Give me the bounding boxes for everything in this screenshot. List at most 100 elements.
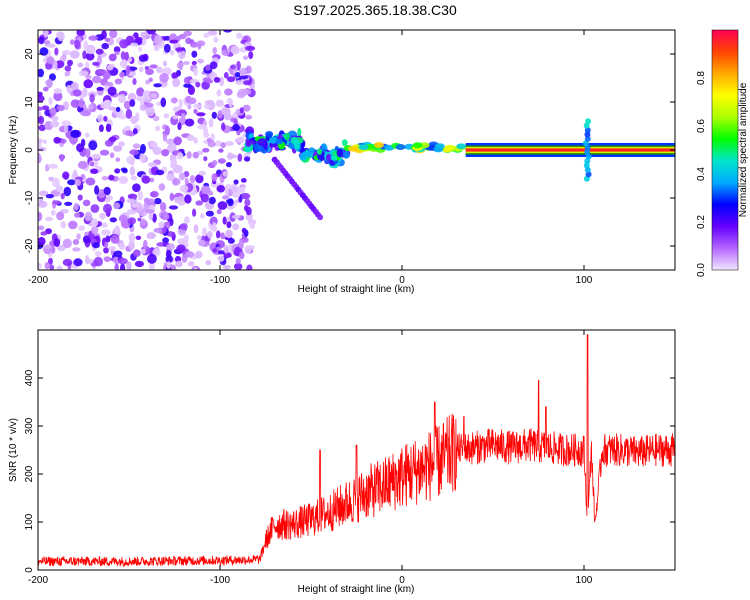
noise-cell	[219, 76, 225, 87]
noise-cell	[114, 263, 119, 270]
noise-cell	[210, 133, 215, 141]
band-onset-cell	[444, 144, 455, 151]
noise-cell	[104, 241, 109, 248]
noise-cell	[158, 221, 165, 229]
noise-cell	[232, 123, 241, 132]
noise-cell	[74, 39, 81, 50]
noise-cell	[241, 88, 252, 95]
noise-cell	[53, 91, 63, 102]
noise-cell	[184, 194, 192, 204]
band-onset-cell	[373, 142, 384, 148]
noise-cell	[105, 197, 111, 203]
noise-cell	[245, 114, 253, 120]
noise-cell	[92, 61, 100, 66]
noise-cell	[223, 30, 232, 33]
noise-cell	[103, 256, 112, 262]
noise-cell	[192, 208, 197, 217]
noise-cell	[218, 148, 224, 153]
noise-cell	[195, 174, 204, 184]
noise-cell	[64, 201, 73, 206]
noise-cell	[153, 83, 162, 88]
noise-cell	[226, 230, 233, 238]
noise-cell	[66, 84, 72, 94]
noise-cell	[227, 237, 235, 244]
noise-cell	[153, 227, 163, 233]
noise-cell	[98, 124, 104, 133]
noise-cell	[192, 151, 199, 159]
noise-cell	[130, 175, 137, 181]
noise-cell	[211, 173, 218, 182]
noise-cell	[132, 78, 137, 85]
noise-cell	[166, 173, 176, 182]
noise-cell	[100, 222, 108, 228]
noise-cell	[113, 145, 123, 152]
noise-cell	[235, 72, 241, 78]
spectrogram-y-label: Frequency (Hz)	[8, 116, 19, 185]
noise-cell	[197, 43, 202, 50]
noise-cell	[178, 49, 186, 60]
noise-cell	[249, 84, 255, 90]
noise-cell	[135, 36, 143, 43]
noise-cell	[54, 47, 59, 56]
noise-cell	[211, 111, 217, 119]
noise-cell	[103, 247, 109, 254]
noise-cell	[149, 64, 158, 69]
noise-cell	[242, 104, 251, 112]
noise-cell	[230, 64, 236, 70]
snr-frame	[37, 329, 676, 571]
onset-cell	[244, 146, 252, 153]
noise-cell	[141, 175, 151, 184]
noise-cell	[78, 98, 85, 108]
spectrogram-y-tick-label: -20	[24, 238, 35, 253]
noise-cell	[216, 185, 225, 193]
noise-cell	[166, 243, 175, 251]
onset-cell	[299, 152, 306, 161]
noise-cell	[169, 192, 175, 201]
noise-cell	[64, 71, 70, 77]
noise-cell	[118, 141, 125, 147]
noise-cell	[77, 62, 84, 68]
noise-cell	[153, 34, 163, 45]
noise-cell	[103, 186, 111, 196]
noise-cell	[140, 143, 146, 154]
band-onset-cell	[358, 144, 369, 151]
spectrogram-x-tick-label: -200	[28, 275, 48, 286]
chart-title: S197.2025.365.18.38.C30	[293, 2, 457, 18]
noise-cell	[55, 185, 63, 193]
noise-cell	[127, 209, 134, 215]
noise-cell	[181, 113, 186, 119]
noise-cell	[105, 235, 111, 243]
noise-cell	[74, 179, 82, 187]
noise-cell	[103, 115, 108, 122]
noise-cell	[84, 211, 93, 222]
noise-cell	[104, 37, 111, 42]
noise-cell	[124, 51, 129, 61]
noise-cell	[131, 202, 139, 208]
noise-cell	[217, 110, 223, 119]
noise-cell	[233, 118, 238, 126]
noise-cell	[233, 179, 239, 185]
noise-cell	[44, 262, 50, 270]
noise-cell	[221, 122, 226, 131]
noise-cell	[212, 47, 217, 55]
noise-cell	[77, 160, 88, 170]
noise-cell	[84, 132, 90, 138]
noise-cell	[236, 32, 243, 39]
noise-cell	[203, 156, 208, 162]
noise-cell	[61, 171, 70, 180]
noise-cell	[109, 217, 118, 223]
noise-cell	[239, 107, 244, 114]
noise-cell	[184, 216, 190, 224]
snr-axes: -200 -100 0 100 0 100 200 300 400	[24, 330, 675, 586]
noise-cell	[191, 60, 197, 66]
noise-cell	[136, 95, 142, 101]
noise-cell	[132, 183, 141, 192]
noise-cell	[158, 183, 166, 191]
noise-cell	[207, 141, 216, 148]
noise-cell	[167, 143, 177, 153]
spectrogram-plot-area	[38, 30, 675, 270]
burst-cell	[584, 131, 591, 138]
onset-cell	[343, 151, 350, 159]
noise-cell	[83, 40, 89, 51]
